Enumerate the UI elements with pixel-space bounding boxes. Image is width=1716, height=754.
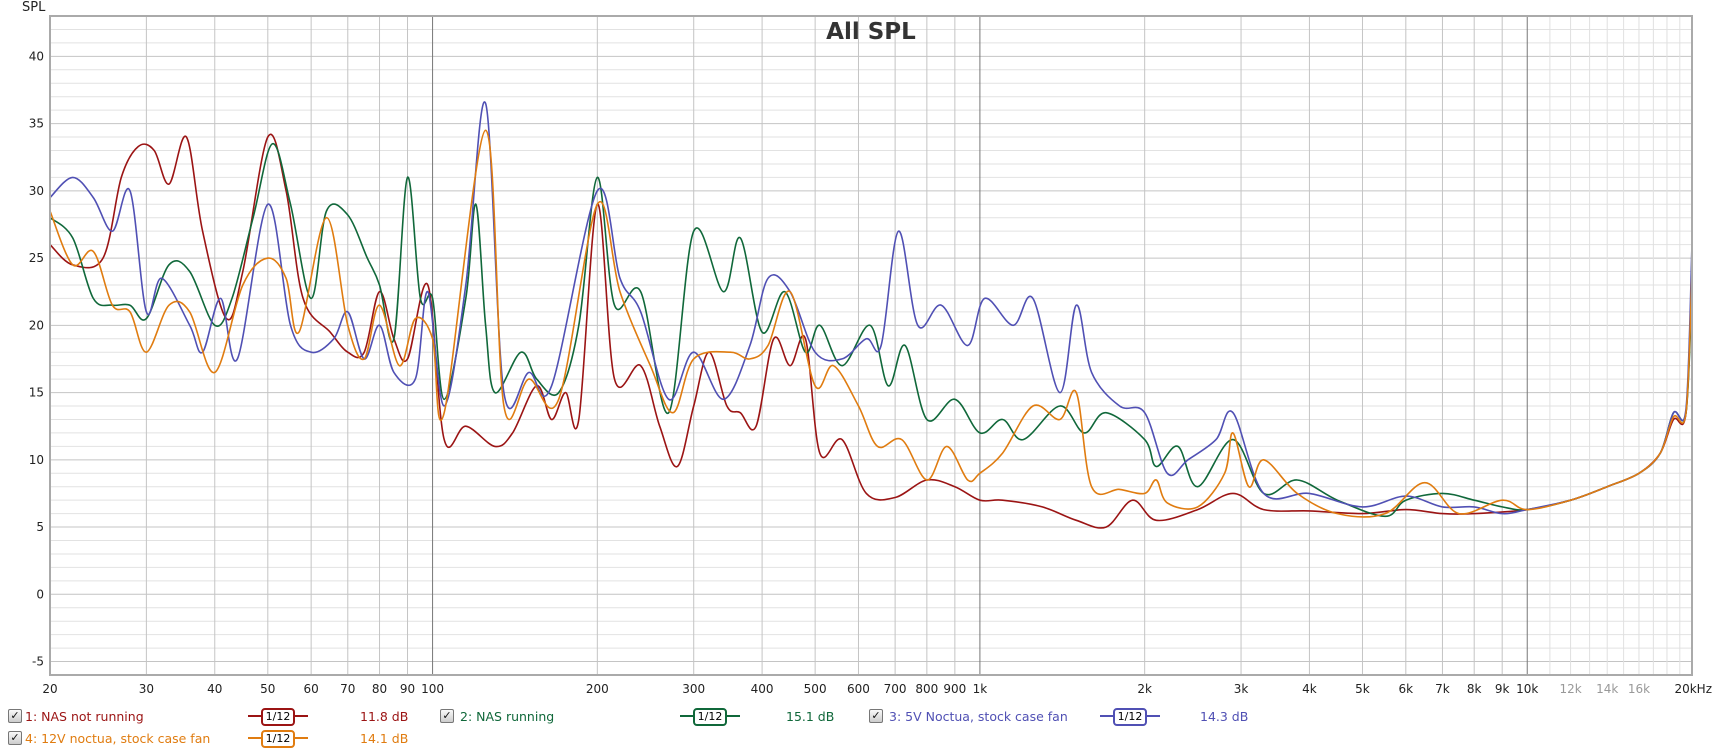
x-tick-label: 900 xyxy=(943,682,966,696)
y-tick-label: -5 xyxy=(32,655,44,669)
y-tick-label: 5 xyxy=(36,520,44,534)
chart-title: All SPL xyxy=(826,19,916,45)
y-tick-label: 25 xyxy=(29,251,44,265)
x-tick-label: 50 xyxy=(260,682,275,696)
x-tick-label: 1k xyxy=(973,682,988,696)
x-tick-label: 12k xyxy=(1559,682,1581,696)
x-tick-label: 14k xyxy=(1596,682,1618,696)
visibility-checkbox[interactable]: ✓ xyxy=(869,709,883,723)
y-tick-label: 35 xyxy=(29,117,44,131)
y-tick-label: 40 xyxy=(29,49,44,63)
y-tick-label: 0 xyxy=(36,587,44,601)
x-tick-label: 700 xyxy=(884,682,907,696)
smoothing-label: 1/12 xyxy=(693,708,727,726)
y-axis-label: SPL xyxy=(22,0,46,15)
x-tick-label: 9k xyxy=(1495,682,1510,696)
x-tick-label: 60 xyxy=(304,682,319,696)
level-value: 14.3 dB xyxy=(1200,708,1249,724)
x-tick-label: 20 xyxy=(42,682,57,696)
y-tick-label: 15 xyxy=(29,386,44,400)
visibility-checkbox[interactable]: ✓ xyxy=(8,731,22,745)
x-tick-label: 70 xyxy=(340,682,355,696)
x-tick-label: 200 xyxy=(586,682,609,696)
x-tick-label: 90 xyxy=(400,682,415,696)
series-line-4 xyxy=(49,129,1693,518)
level-value: 14.1 dB xyxy=(360,730,409,746)
legend-label: 2: NAS running xyxy=(460,708,555,724)
smoothing-badge[interactable]: 1/12 xyxy=(680,707,740,726)
x-tick-label: 7k xyxy=(1435,682,1450,696)
x-tick-label: 100 xyxy=(421,682,444,696)
x-tick-label: 10k xyxy=(1516,682,1538,696)
x-tick-label: 2k xyxy=(1137,682,1152,696)
x-tick-label: 40 xyxy=(207,682,222,696)
x-tick-label: 20kHz xyxy=(1674,682,1712,696)
series-line-2 xyxy=(49,142,1693,518)
spl-chart: 20 30 40 50 60 70 80 90 100 200 300 400 500 600 700 800… xyxy=(22,0,1712,696)
visibility-checkbox[interactable]: ✓ xyxy=(440,709,454,723)
plot-frame xyxy=(49,15,1693,676)
x-tick-label: 5k xyxy=(1355,682,1370,696)
grid xyxy=(49,15,1692,676)
y-tick-label: 30 xyxy=(29,184,44,198)
smoothing-badge[interactable]: 1/12 xyxy=(1100,707,1160,726)
x-tick-label: 800 xyxy=(915,682,938,696)
x-tick-label: 30 xyxy=(139,682,154,696)
y-tick-label: 20 xyxy=(29,318,44,332)
visibility-checkbox[interactable]: ✓ xyxy=(8,709,22,723)
x-tick-label: 4k xyxy=(1302,682,1317,696)
series-line-1 xyxy=(49,133,1693,529)
curves xyxy=(49,101,1693,529)
x-tick-label: 500 xyxy=(804,682,827,696)
smoothing-badge[interactable]: 1/12 xyxy=(248,707,308,726)
smoothing-label: 1/12 xyxy=(261,708,295,726)
x-tick-label: 300 xyxy=(682,682,705,696)
smoothing-badge[interactable]: 1/12 xyxy=(248,729,308,748)
series-line-3 xyxy=(49,101,1693,515)
x-tick-label: 80 xyxy=(372,682,387,696)
x-tick-label: 16k xyxy=(1628,682,1650,696)
smoothing-label: 1/12 xyxy=(261,730,295,748)
x-tick-label: 3k xyxy=(1234,682,1249,696)
y-tick-labels: 40 35 30 25 20 15 10 5 0 -5 xyxy=(29,49,44,668)
x-tick-label: 6k xyxy=(1399,682,1414,696)
smoothing-label: 1/12 xyxy=(1113,708,1147,726)
x-tick-label: 8k xyxy=(1467,682,1482,696)
legend-label: 3: 5V Noctua, stock case fan xyxy=(889,708,1068,724)
level-value: 15.1 dB xyxy=(786,708,835,724)
level-value: 11.8 dB xyxy=(360,708,409,724)
x-tick-labels: 20 30 40 50 60 70 80 90 100 200 300 400 500 600 700 800… xyxy=(42,682,1712,696)
x-tick-label: 600 xyxy=(847,682,870,696)
legend-label: 1: NAS not running xyxy=(25,708,144,724)
y-tick-label: 10 xyxy=(29,453,44,467)
x-tick-label: 400 xyxy=(751,682,774,696)
legend-label: 4: 12V noctua, stock case fan xyxy=(25,730,211,746)
